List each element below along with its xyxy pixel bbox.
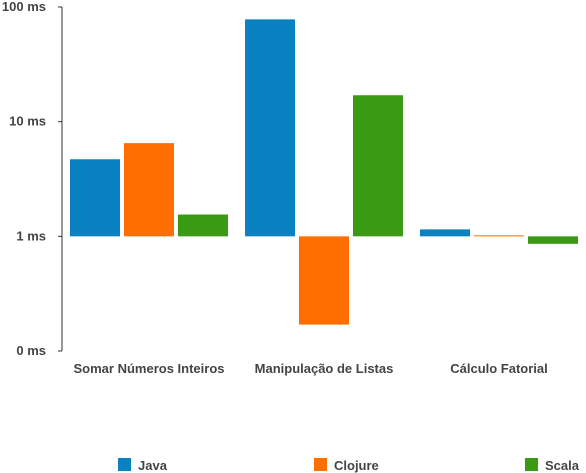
bar-scala-2 [353,95,403,237]
y-tick-label: 1 ms [16,228,46,243]
legend-item-clojure: Clojure [314,458,379,473]
legend-item-java: Java [118,458,168,473]
bar-clojure-3 [474,235,524,237]
bar-java-3 [420,229,470,237]
chart-axes: 0 ms 1 ms 10 ms 100 ms [2,0,63,358]
legend-swatch [525,458,538,471]
chart-bars [70,19,578,325]
y-tick-label: 0 ms [16,343,46,358]
bar-clojure-1 [124,143,174,237]
bar-scala-1 [178,214,228,237]
category-label: Cálculo Fatorial [450,361,548,376]
bar-java-2 [245,19,295,237]
legend-label: Scala [545,458,580,473]
chart-legend: Java Clojure Scala [118,458,580,473]
legend-label: Clojure [334,458,379,473]
chart-labels: Somar Números Inteiros Manipulação de Lis… [74,361,548,376]
legend-item-scala: Scala [525,458,580,473]
legend-label: Java [138,458,168,473]
category-label: Somar Números Inteiros [74,361,225,376]
legend-swatch [314,458,327,471]
bar-scala-3 [528,236,578,244]
bar-clojure-2 [299,236,349,325]
y-tick-label: 10 ms [9,114,46,129]
y-tick-label: 100 ms [2,0,46,14]
bar-java-1 [70,159,120,237]
category-label: Manipulação de Listas [255,361,394,376]
legend-swatch [118,458,131,471]
